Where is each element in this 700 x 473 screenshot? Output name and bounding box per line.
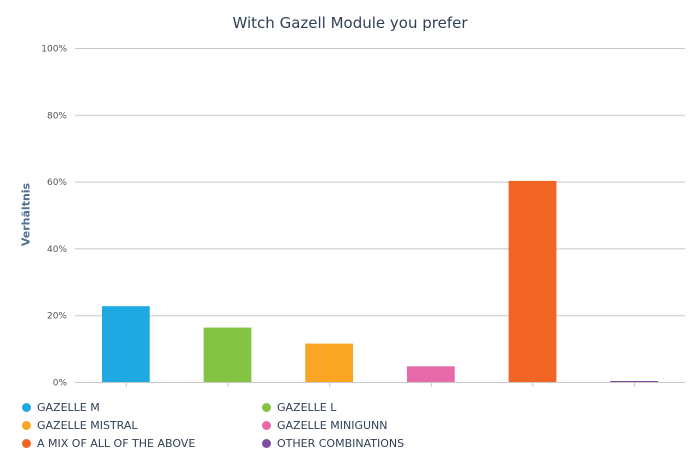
bar-4[interactable] [508,180,557,382]
legend-swatch-gazelle-l [262,402,271,412]
legend-label-other: OTHER COMBINATIONS [277,436,405,450]
legend-item-other[interactable]: OTHER COMBINATIONS [262,434,502,452]
y-tick-label: 20% [47,312,67,322]
legend-swatch-gazelle-m [22,402,31,412]
bar-3[interactable] [406,366,455,382]
legend-label-mix: A MIX OF ALL OF THE ABOVE [37,436,196,450]
legend-swatch-mix [22,438,31,448]
legend-item-gazelle-m[interactable]: GAZELLE M [22,398,262,416]
legend-item-gazelle-minigunn[interactable]: GAZELLE MINIGUNN [262,416,502,434]
bar-1[interactable] [203,327,252,382]
bar-0[interactable] [101,306,150,382]
y-axis-label: Verhältnis [19,182,33,247]
legend-label-gazelle-minigunn: GAZELLE MINIGUNN [277,418,388,432]
legend: GAZELLE M GAZELLE L GAZELLE MISTRAL GAZE… [22,398,542,452]
y-tick-label: 100% [41,45,67,55]
legend-swatch-gazelle-mistral [22,420,31,430]
y-tick-label: 60% [47,178,67,188]
legend-swatch-gazelle-minigunn [262,420,271,430]
chart-title: Witch Gazell Module you prefer [232,14,468,32]
legend-swatch-other [262,438,271,448]
bar-2[interactable] [305,343,354,382]
bar-5[interactable] [610,380,659,382]
legend-label-gazelle-m: GAZELLE M [37,400,100,414]
legend-item-gazelle-mistral[interactable]: GAZELLE MISTRAL [22,416,262,434]
y-tick-label: 40% [47,245,67,255]
y-tick-label: 80% [47,111,67,121]
legend-item-gazelle-l[interactable]: GAZELLE L [262,398,502,416]
y-tick-label: 0% [53,379,68,389]
legend-item-mix[interactable]: A MIX OF ALL OF THE ABOVE [22,434,262,452]
legend-label-gazelle-mistral: GAZELLE MISTRAL [37,418,138,432]
legend-label-gazelle-l: GAZELLE L [277,400,337,414]
